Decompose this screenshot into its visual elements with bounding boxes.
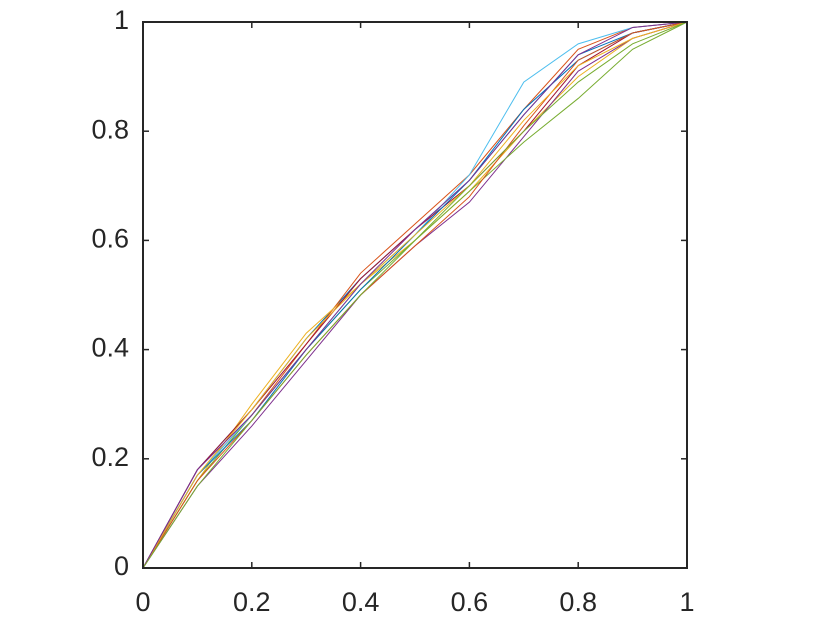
axes-box [142,21,688,569]
series-line [142,21,688,569]
y-tick-label: 1 [114,5,129,35]
y-tick-label: 0.4 [91,333,129,363]
series-line [142,21,688,569]
series-line [142,21,688,569]
y-tick-label: 0.8 [91,114,129,144]
series-line [142,21,688,569]
x-tick-label: 0.4 [342,587,380,617]
series-line [142,21,688,569]
series-line [142,21,688,569]
y-tick-label: 0.6 [91,224,129,254]
series-line [142,21,688,569]
series-line [142,21,688,569]
x-tick-label: 1 [679,587,694,617]
y-tick-label: 0.2 [91,442,129,472]
y-tick-label: 0 [114,551,129,581]
x-tick-label: 0.8 [559,587,597,617]
x-tick-label: 0.2 [233,587,271,617]
series-line [142,21,688,569]
x-tick-label: 0 [135,587,150,617]
plot-lines [142,21,688,569]
series-line [142,21,688,569]
series-line [142,21,688,569]
series-line [142,21,688,569]
x-tick-label: 0.6 [451,587,489,617]
